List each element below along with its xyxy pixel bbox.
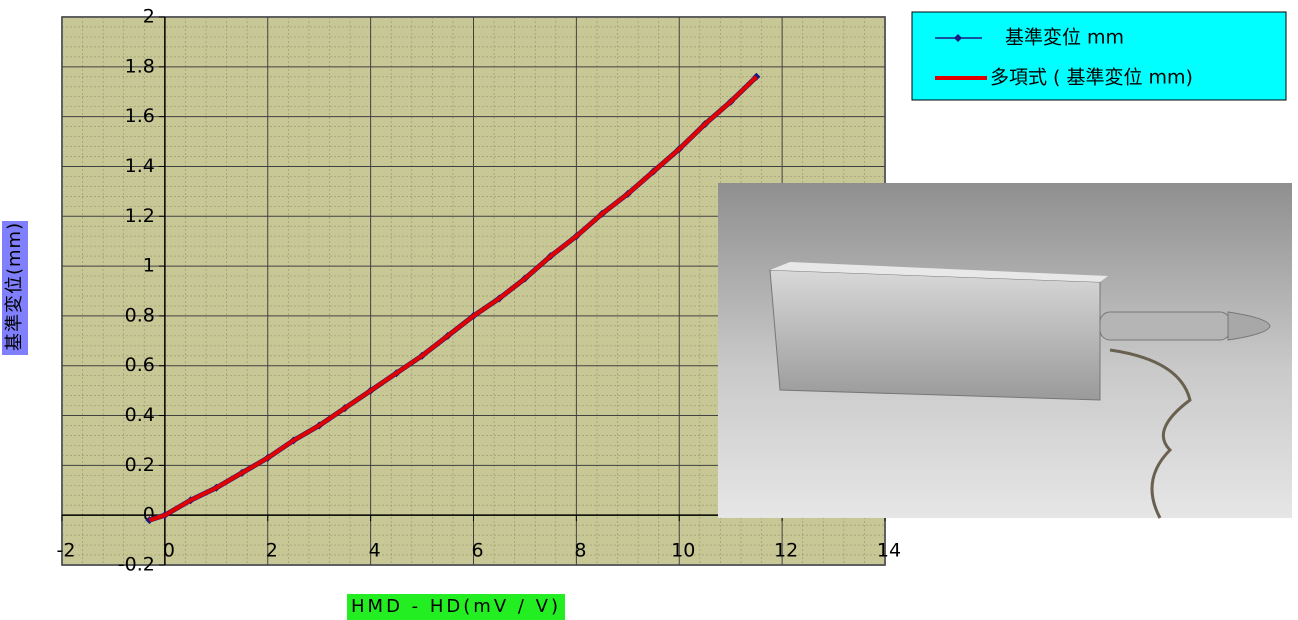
y-tick-label: 0.8 <box>125 304 155 326</box>
legend-label: 基準変位 mm <box>1005 27 1124 49</box>
x-tick-label: -2 <box>57 540 76 562</box>
y-axis-label: 基準変位(mm) <box>2 221 28 355</box>
x-tick-label: 14 <box>877 540 901 562</box>
x-tick-label: 0 <box>163 540 175 562</box>
y-tick-label: 0.4 <box>125 404 155 426</box>
legend: 基準変位 mm 多項式 ( 基準変位 mm) <box>911 11 1287 101</box>
photo-block-top <box>770 262 1108 282</box>
y-tick-label: 1.4 <box>125 155 155 177</box>
legend-marker <box>954 34 962 42</box>
y-tick-label: 1.2 <box>125 205 155 227</box>
y-tick-label: 1 <box>143 255 155 277</box>
photo-probe <box>1099 311 1231 341</box>
x-tick-label: 4 <box>369 540 381 562</box>
x-tick-label: 2 <box>266 540 278 562</box>
y-tick-label: -0.2 <box>118 554 155 576</box>
x-tick-label: 8 <box>574 540 586 562</box>
y-tick-label: 1.6 <box>125 105 155 127</box>
y-tick-label: 0.6 <box>125 354 155 376</box>
trend-line <box>148 75 758 523</box>
photo-block <box>769 269 1101 401</box>
legend-box <box>911 11 1287 101</box>
photo-tip <box>1227 311 1271 341</box>
y-tick-label: 2 <box>143 6 155 28</box>
x-axis-label: HMD - HD(mV / V) <box>347 594 565 620</box>
y-tick-label: 0.2 <box>125 454 155 476</box>
x-tick-label: 6 <box>471 540 483 562</box>
x-tick-label: 10 <box>671 540 695 562</box>
x-tick-label: 12 <box>774 540 798 562</box>
photo <box>718 183 1292 519</box>
photo-cable <box>1109 348 1192 519</box>
y-tick-label: 1.8 <box>125 55 155 77</box>
legend-label: 多項式 ( 基準変位 mm) <box>990 67 1193 89</box>
